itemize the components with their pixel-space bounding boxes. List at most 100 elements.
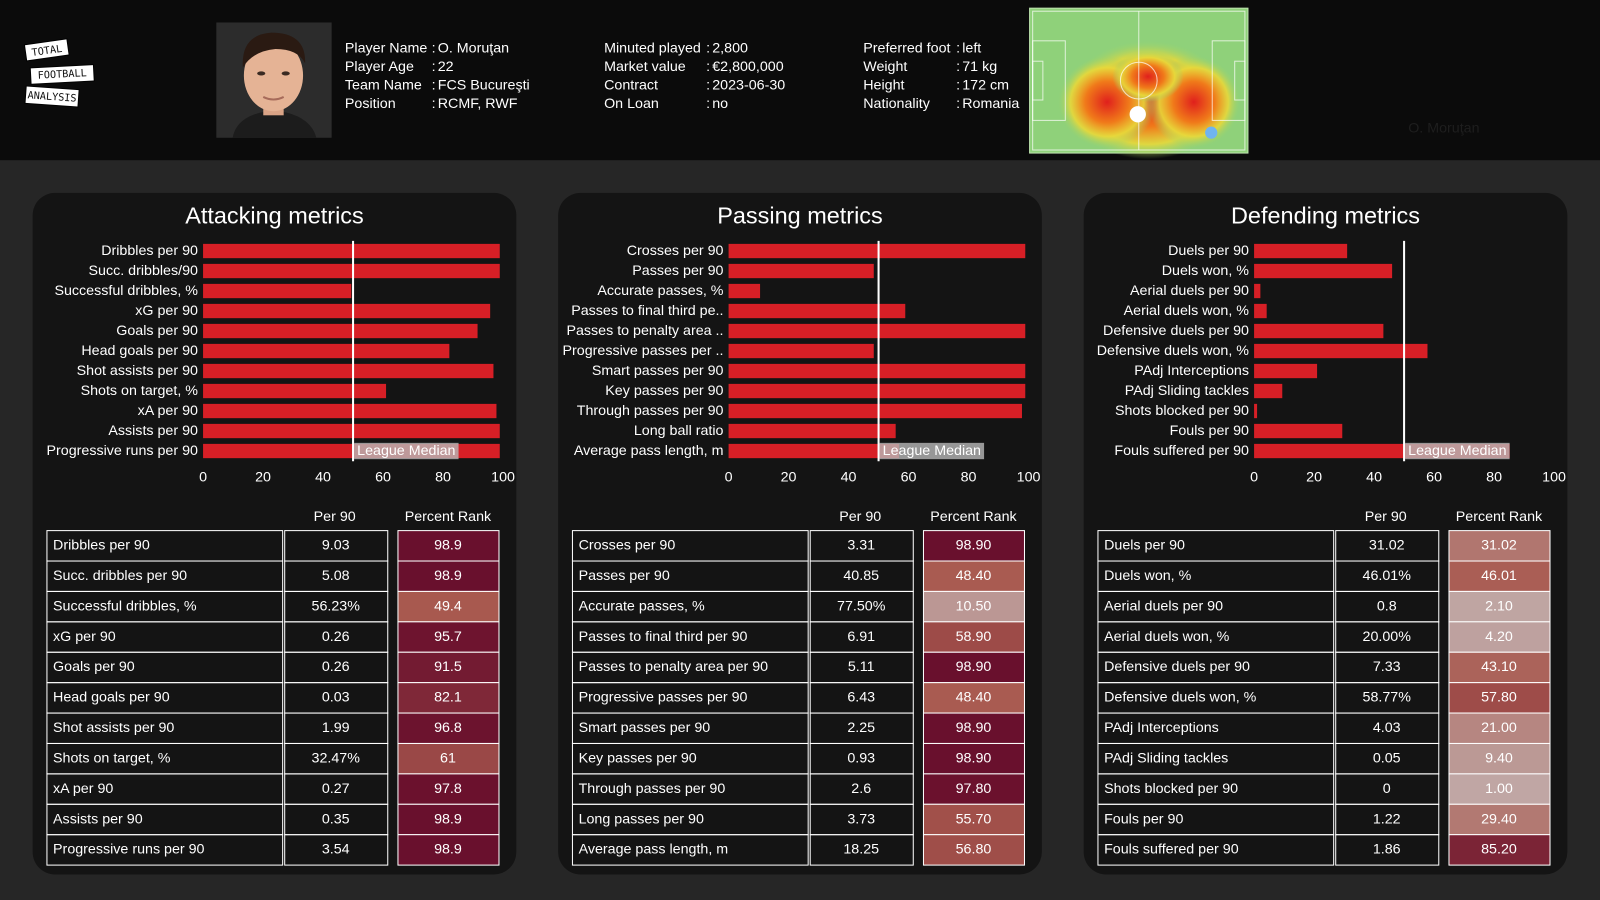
rank-value: 96.8 — [434, 720, 462, 736]
info-value: no — [712, 96, 728, 112]
rank-cell — [1448, 712, 1551, 744]
metric-name: Successful dribbles, % — [53, 598, 197, 614]
info-separator: : — [706, 41, 710, 57]
bar — [728, 323, 1026, 339]
x-tick-label: 100 — [1542, 469, 1566, 485]
category-label: Passes to final third pe.. — [571, 303, 723, 319]
category-label: Defensive duels won, % — [1097, 343, 1250, 359]
x-tick-label: 40 — [1366, 469, 1382, 485]
rank-cell — [397, 682, 500, 714]
column-header: Per 90 — [314, 509, 356, 525]
x-tick-label: 20 — [255, 469, 271, 485]
rank-value: 98.9 — [434, 811, 462, 827]
median-label: League Median — [357, 443, 455, 459]
bar — [1254, 383, 1283, 399]
per90-value: 1.22 — [1373, 811, 1401, 827]
per90-value: 20.00% — [1363, 629, 1412, 645]
info-separator: : — [706, 77, 710, 93]
bar — [203, 283, 352, 299]
rank-cell — [1448, 773, 1551, 805]
metric-name: Dribbles per 90 — [53, 538, 150, 554]
bar — [203, 383, 387, 399]
info-value: 22 — [438, 59, 454, 75]
info-label: Height — [863, 77, 904, 93]
table-cell — [1335, 834, 1440, 866]
info-label: Player Name — [345, 41, 428, 57]
category-label: Successful dribbles, % — [54, 283, 198, 299]
per90-value: 46.01% — [1363, 568, 1412, 584]
metric-name: Succ. dribbles per 90 — [53, 568, 187, 584]
x-tick-label: 100 — [1017, 469, 1041, 485]
metric-name: Through passes per 90 — [579, 781, 726, 797]
metric-name: Long passes per 90 — [579, 811, 704, 827]
table-cell — [571, 834, 809, 866]
rank-value: 57.80 — [1481, 690, 1517, 706]
rank-cell — [922, 712, 1025, 744]
metric-name: Passes per 90 — [579, 568, 670, 584]
per90-value: 32.47% — [312, 750, 361, 766]
info-label: Nationality — [863, 96, 930, 112]
rank-cell — [397, 651, 500, 684]
bar — [203, 343, 450, 359]
per90-value: 0.35 — [322, 811, 350, 827]
metric-name: Progressive passes per 90 — [579, 690, 748, 706]
metric-name: Head goals per 90 — [53, 690, 170, 706]
rank-value: 4.20 — [1485, 629, 1513, 645]
metric-name: Defensive duels won, % — [1104, 690, 1257, 706]
rank-value: 98.90 — [956, 750, 992, 766]
metric-name: Smart passes per 90 — [579, 720, 711, 736]
rank-value: 98.90 — [956, 538, 992, 554]
rank-value: 48.40 — [956, 568, 992, 584]
metric-name: PAdj Sliding tackles — [1104, 750, 1228, 766]
table-cell — [46, 834, 284, 866]
info-separator: : — [956, 96, 960, 112]
category-label: Crosses per 90 — [627, 243, 724, 259]
logo-word: ANALYSIS — [27, 90, 77, 104]
rank-cell — [1448, 651, 1551, 684]
bar — [203, 263, 500, 279]
x-tick-label: 20 — [781, 469, 797, 485]
category-label: Accurate passes, % — [597, 283, 723, 299]
metric-name: Shots on target, % — [53, 750, 171, 766]
info-label: Preferred foot — [863, 41, 950, 57]
info-value: €2,800,000 — [712, 59, 783, 75]
metric-name: Key passes per 90 — [579, 750, 697, 766]
rank-cell — [922, 803, 1025, 836]
bar — [1254, 363, 1318, 379]
x-tick-label: 60 — [375, 469, 391, 485]
per90-value: 9.03 — [322, 538, 350, 554]
info-label: Contract — [604, 77, 658, 93]
per90-value: 40.85 — [843, 568, 879, 584]
category-label: Aerial duels won, % — [1124, 303, 1250, 319]
category-label: Key passes per 90 — [605, 383, 723, 399]
category-label: Duels won, % — [1162, 263, 1250, 279]
rank-value: 98.9 — [434, 568, 462, 584]
rank-cell — [397, 590, 500, 623]
category-label: PAdj Sliding tackles — [1125, 383, 1249, 399]
bar — [1254, 403, 1258, 419]
per90-value: 1.99 — [322, 720, 350, 736]
metric-name: Fouls suffered per 90 — [1104, 842, 1239, 858]
x-tick-label: 80 — [1486, 469, 1502, 485]
rank-value: 91.5 — [434, 659, 462, 675]
rank-value: 29.40 — [1481, 811, 1517, 827]
category-label: Long ball ratio — [634, 423, 724, 439]
x-tick-label: 60 — [901, 469, 917, 485]
column-header: Percent Rank — [930, 509, 1017, 525]
bar — [728, 443, 899, 459]
category-label: Shots on target, % — [81, 383, 199, 399]
median-label: League Median — [883, 443, 981, 459]
table-cell — [1097, 834, 1335, 866]
category-label: Dribbles per 90 — [101, 243, 198, 259]
rank-cell — [1448, 682, 1551, 714]
per90-value: 6.43 — [847, 690, 875, 706]
bar — [728, 343, 874, 359]
per90-value: 58.77% — [1363, 690, 1412, 706]
category-label: Passes to penalty area .. — [566, 323, 723, 339]
bar — [1254, 323, 1384, 339]
info-label: Minuted played — [604, 41, 701, 57]
metric-name: Aerial duels per 90 — [1104, 598, 1223, 614]
metric-name: Duels per 90 — [1104, 538, 1185, 554]
info-value: left — [962, 41, 981, 57]
x-tick-label: 40 — [315, 469, 331, 485]
